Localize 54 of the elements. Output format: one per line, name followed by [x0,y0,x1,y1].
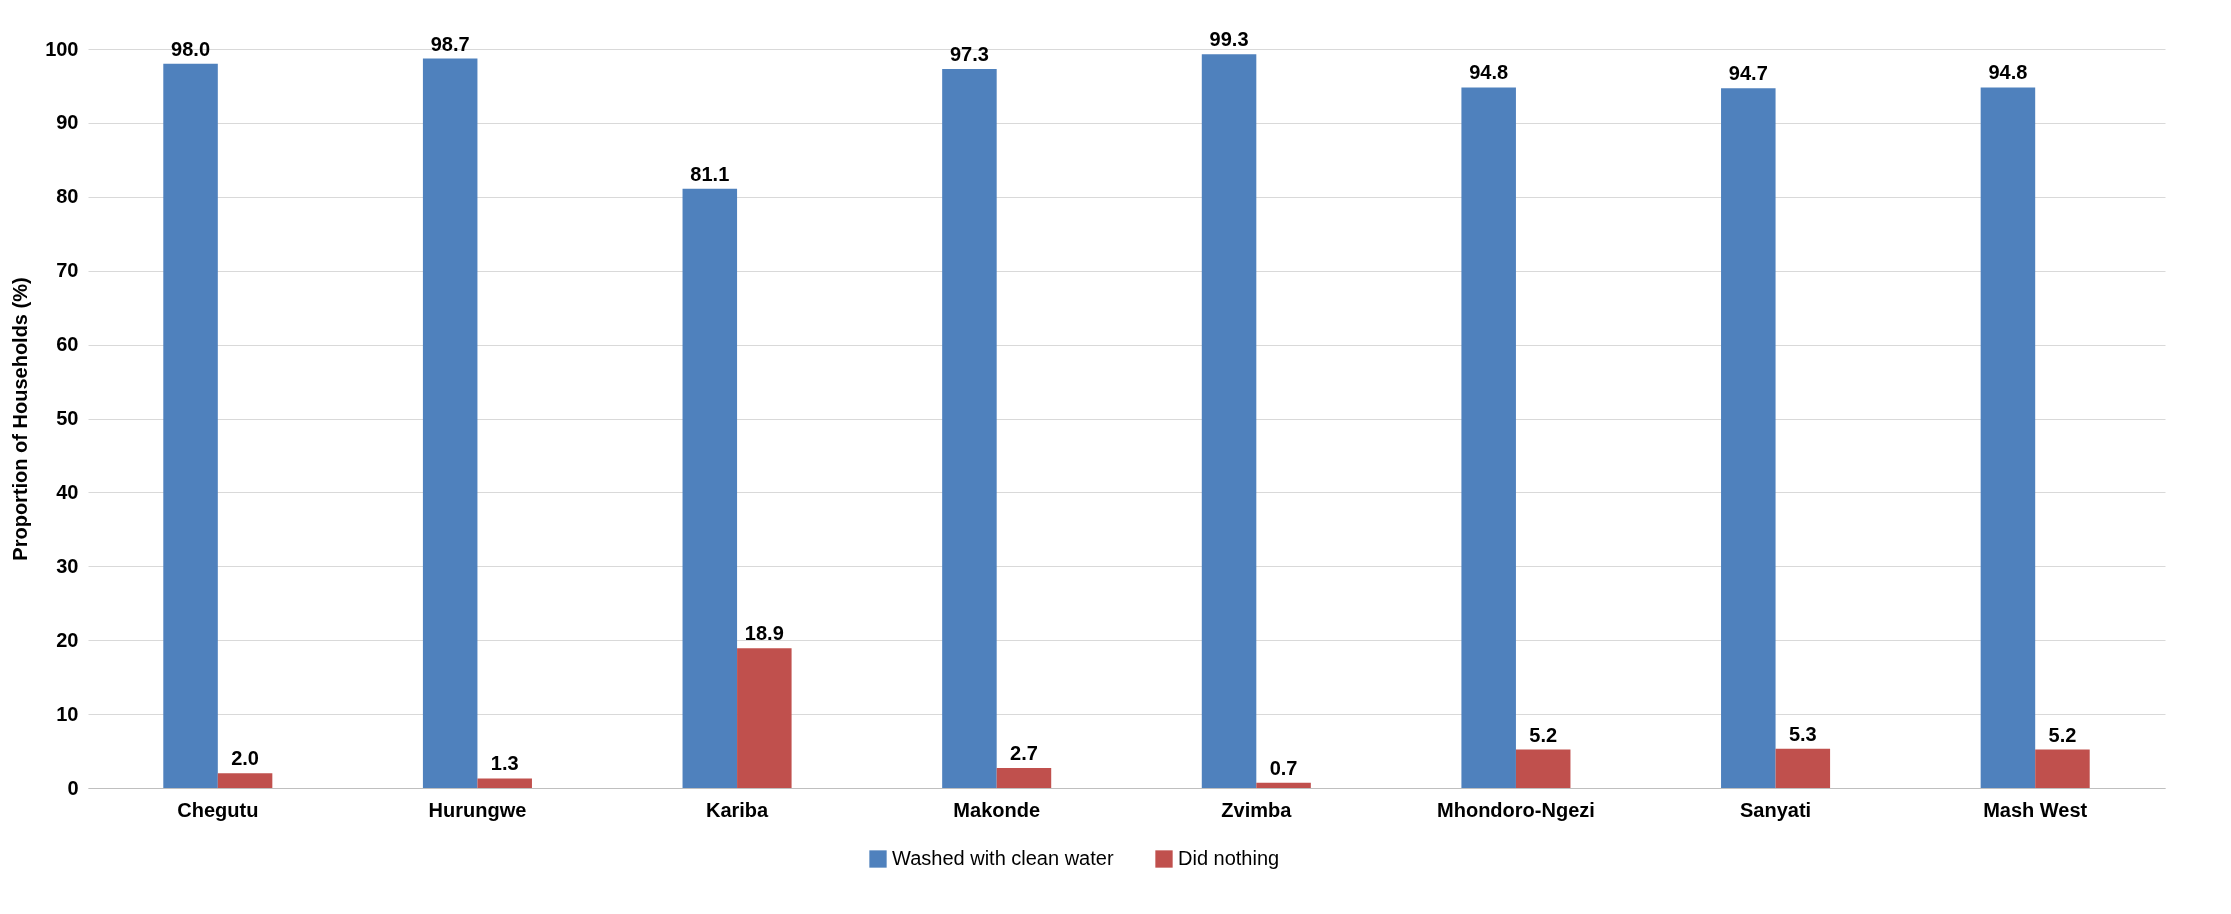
bar [1515,749,1571,788]
data-label: 2.7 [1010,742,1038,765]
bar [163,63,218,788]
data-label: 5.2 [1529,723,1558,746]
bar [217,773,273,788]
bar [477,778,532,788]
x-tick-label: Chegutu [177,798,259,821]
bar [737,648,792,788]
y-tick-label: 40 [56,480,79,503]
data-label: 94.8 [1988,61,2028,84]
bar [682,188,738,788]
bar [1721,88,1776,788]
bar [942,68,997,788]
y-tick-label: 100 [45,37,79,60]
y-tick-label: 0 [67,776,79,799]
y-axis-title: Proportion of Households (%) [9,277,32,561]
data-label: 81.1 [690,162,730,185]
data-label: 5.2 [2048,723,2077,746]
bar [1980,87,2036,788]
x-tick-label: Mhondoro-Ngezi [1437,798,1595,821]
x-tick-label: Sanyati [1739,798,1812,821]
data-label: 94.7 [1728,62,1768,85]
data-label: 97.3 [949,42,989,65]
data-label: 2.0 [231,747,259,770]
data-label: 98.7 [430,32,470,55]
x-tick-label: Mash West [1983,798,2088,821]
y-tick-label: 80 [56,185,79,208]
x-tick-label: Kariba [705,798,770,821]
x-tick-label: Makonde [953,798,1041,821]
data-label: 18.9 [744,622,784,645]
y-tick-label: 70 [56,259,79,282]
bar [2035,749,2090,788]
data-label: 99.3 [1209,28,1249,51]
data-label: 94.8 [1469,61,1509,84]
data-label: 1.3 [490,752,519,775]
bar [1201,54,1257,788]
bar [1775,748,1831,788]
legend-label: Washed with clean water [892,847,1114,869]
data-label: 5.3 [1788,722,1817,745]
legend-label: Did nothing [1178,847,1280,869]
data-label: 98.0 [171,37,211,60]
y-tick-label: 60 [56,333,79,356]
y-tick-label: 90 [56,111,79,134]
y-tick-label: 20 [56,628,79,651]
x-tick-label: Zvimba [1221,798,1293,821]
bar [422,58,478,788]
bar [1461,87,1516,788]
bar [1256,782,1311,788]
y-tick-label: 10 [56,702,79,725]
data-label: 0.7 [1269,756,1298,779]
y-tick-label: 30 [56,554,79,577]
x-tick-label: Hurungwe [428,798,527,821]
y-tick-label: 50 [56,407,79,429]
bar [996,768,1052,788]
